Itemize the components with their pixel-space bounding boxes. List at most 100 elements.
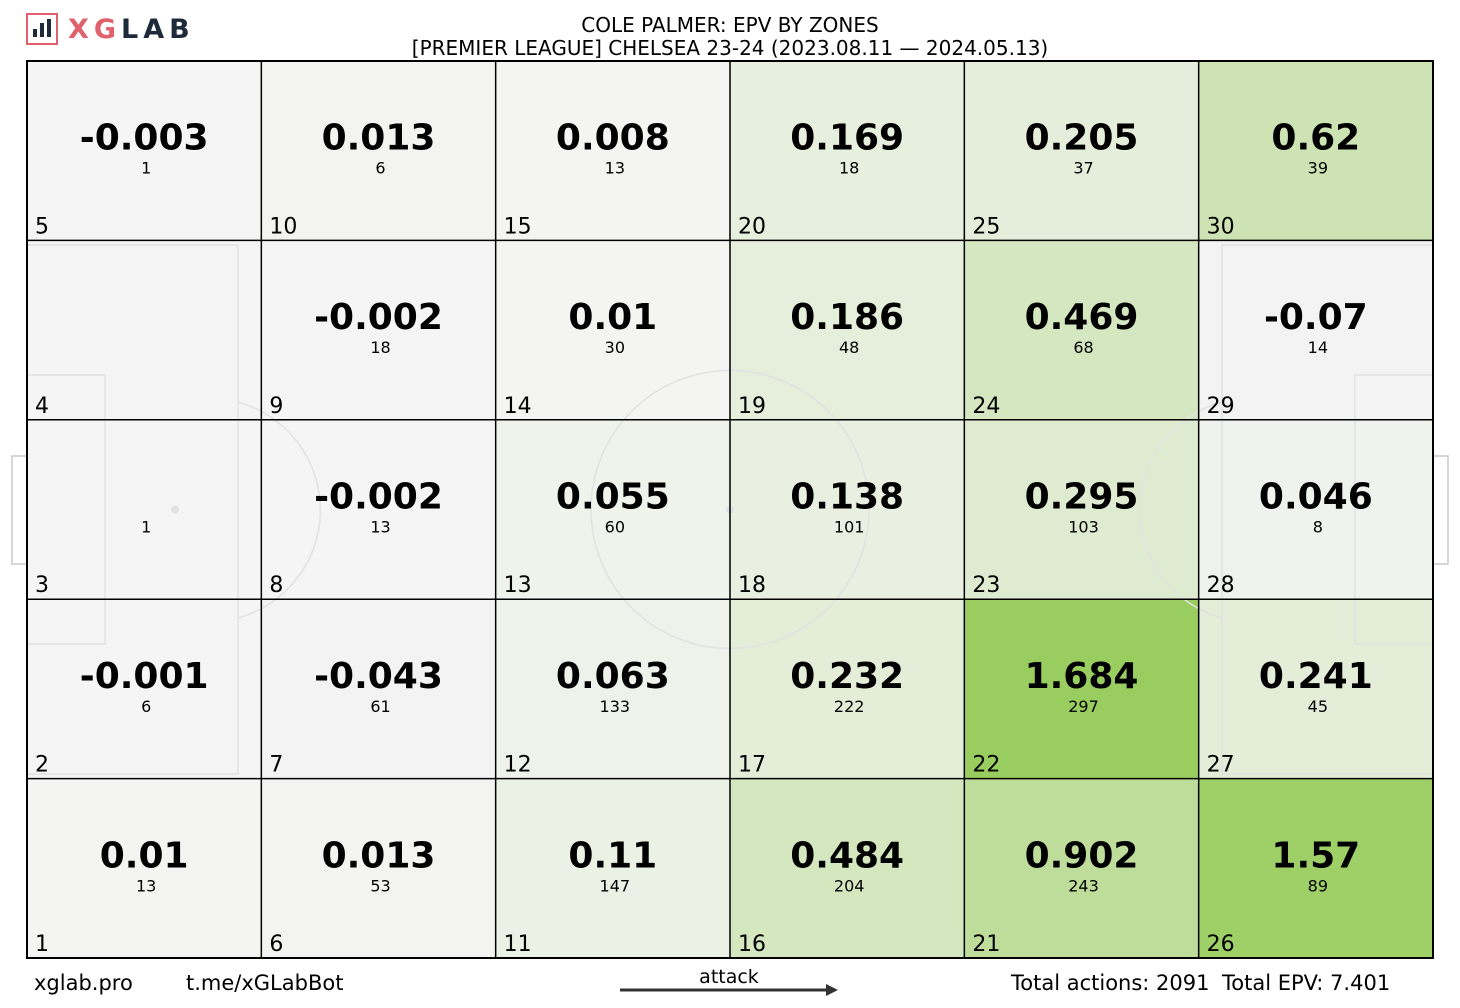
zone-epv-value: -0.043 — [314, 656, 443, 697]
zone-number: 1 — [35, 932, 49, 957]
zone-epv-value: -0.003 — [80, 118, 209, 159]
zone-cell-10 — [261, 61, 496, 241]
zone-number: 20 — [738, 214, 766, 239]
zone-epv-value: 0.295 — [1025, 477, 1139, 518]
zone-number: 17 — [738, 753, 766, 778]
zone-action-count: 243 — [1068, 876, 1099, 895]
zone-action-count: 60 — [605, 518, 625, 537]
zone-cell-25 — [964, 61, 1199, 241]
zone-number: 24 — [972, 394, 1000, 419]
zone-action-count: 13 — [605, 159, 625, 178]
zone-epv-value: 0.11 — [568, 835, 657, 876]
zone-cell-22 — [964, 599, 1199, 779]
zone-action-count: 30 — [605, 338, 625, 357]
zone-cell-30 — [1198, 61, 1433, 241]
zone-action-count: 103 — [1068, 518, 1099, 537]
zone-epv-value: 0.013 — [322, 835, 436, 876]
zone-cell-4 — [27, 240, 262, 420]
zone-cell-1 — [27, 778, 262, 958]
zone-action-count: 6 — [141, 697, 151, 716]
zone-number: 19 — [738, 394, 766, 419]
zone-epv-value: 0.01 — [100, 835, 189, 876]
attack-arrow-head — [826, 984, 838, 996]
total-epv: Total EPV: 7.401 — [1222, 971, 1391, 995]
zone-number: 6 — [269, 932, 283, 957]
zone-action-count: 14 — [1308, 338, 1328, 357]
zone-epv-value: 0.902 — [1025, 835, 1139, 876]
zone-epv-value: -0.07 — [1264, 297, 1368, 338]
zone-epv-value: 0.205 — [1025, 118, 1139, 159]
pitch-border — [26, 60, 1434, 959]
zone-action-count: 133 — [600, 697, 631, 716]
zone-epv-value: 0.484 — [790, 835, 904, 876]
zone-action-count: 204 — [834, 876, 865, 895]
zone-number: 28 — [1207, 573, 1235, 598]
zone-number: 9 — [269, 394, 283, 419]
zone-action-count: 18 — [370, 338, 390, 357]
zone-epv-value: 0.063 — [556, 656, 670, 697]
zone-cell-28 — [1198, 419, 1433, 600]
zone-cell-2 — [27, 599, 262, 779]
zone-epv-value: 0.232 — [790, 656, 904, 697]
bot-link[interactable]: t.me/xGLabBot — [186, 971, 344, 995]
zone-number: 10 — [269, 214, 297, 239]
zone-epv-value: 0.186 — [790, 297, 904, 338]
zone-cell-19 — [730, 240, 965, 420]
zone-number: 26 — [1207, 932, 1235, 957]
zone-number: 25 — [972, 214, 1000, 239]
zone-number: 2 — [35, 753, 49, 778]
site-link[interactable]: xglab.pro — [34, 971, 133, 995]
zone-action-count: 53 — [370, 876, 390, 895]
total-actions: Total actions: 2091 — [1011, 971, 1210, 995]
zone-cell-17 — [730, 599, 965, 779]
zone-action-count: 147 — [600, 876, 631, 895]
zone-epv-value: 0.169 — [790, 118, 904, 159]
zone-cell-14 — [495, 240, 730, 420]
xglab-logo: XGLAB — [26, 12, 195, 46]
zone-number: 3 — [35, 573, 49, 598]
zone-action-count: 222 — [834, 697, 865, 716]
zone-epv-value: 0.01 — [568, 297, 657, 338]
zone-number: 4 — [35, 394, 49, 419]
logo-wordmark: XGLAB — [68, 13, 195, 45]
left-penalty-spot — [171, 505, 179, 514]
zone-action-count: 13 — [136, 876, 156, 895]
chart-title: COLE PALMER: EPV BY ZONES — [581, 13, 879, 37]
zone-number: 21 — [972, 932, 1000, 957]
zone-cell-5 — [27, 61, 262, 241]
zone-number: 7 — [269, 753, 283, 778]
zone-number: 11 — [504, 932, 532, 957]
zone-number: 14 — [504, 394, 532, 419]
zone-cell-27 — [1198, 599, 1433, 779]
zone-action-count: 18 — [839, 159, 859, 178]
zone-action-count: 61 — [370, 697, 390, 716]
zone-epv-value: 0.013 — [322, 118, 436, 159]
zone-cell-16 — [730, 778, 965, 958]
zone-cell-13 — [495, 419, 730, 600]
zone-number: 22 — [972, 753, 1000, 778]
zone-action-count: 1 — [141, 518, 151, 537]
zone-action-count: 48 — [839, 338, 859, 357]
zone-action-count: 45 — [1308, 697, 1328, 716]
zone-number: 23 — [972, 573, 1000, 598]
zone-cell-26 — [1198, 778, 1433, 958]
zone-cell-6 — [261, 778, 496, 958]
zone-action-count: 68 — [1073, 338, 1093, 357]
zone-action-count: 39 — [1308, 159, 1328, 178]
zone-epv-value: 0.62 — [1271, 118, 1360, 159]
zone-epv-value: 1.57 — [1271, 835, 1360, 876]
bar-chart-icon — [26, 13, 58, 45]
zone-cell-18 — [730, 419, 965, 600]
zone-action-count: 89 — [1308, 876, 1328, 895]
zone-epv-value: -0.001 — [80, 656, 209, 697]
zone-number: 5 — [35, 214, 49, 239]
zone-epv-value: 0.138 — [790, 477, 904, 518]
zone-action-count: 13 — [370, 518, 390, 537]
chart-subtitle: [PREMIER LEAGUE] CHELSEA 23-24 (2023.08.… — [411, 36, 1049, 60]
zone-number: 18 — [738, 573, 766, 598]
zone-action-count: 8 — [1313, 518, 1323, 537]
zone-cell-9 — [261, 240, 496, 420]
zone-number: 12 — [504, 753, 532, 778]
zone-epv-value: 0.055 — [556, 477, 670, 518]
